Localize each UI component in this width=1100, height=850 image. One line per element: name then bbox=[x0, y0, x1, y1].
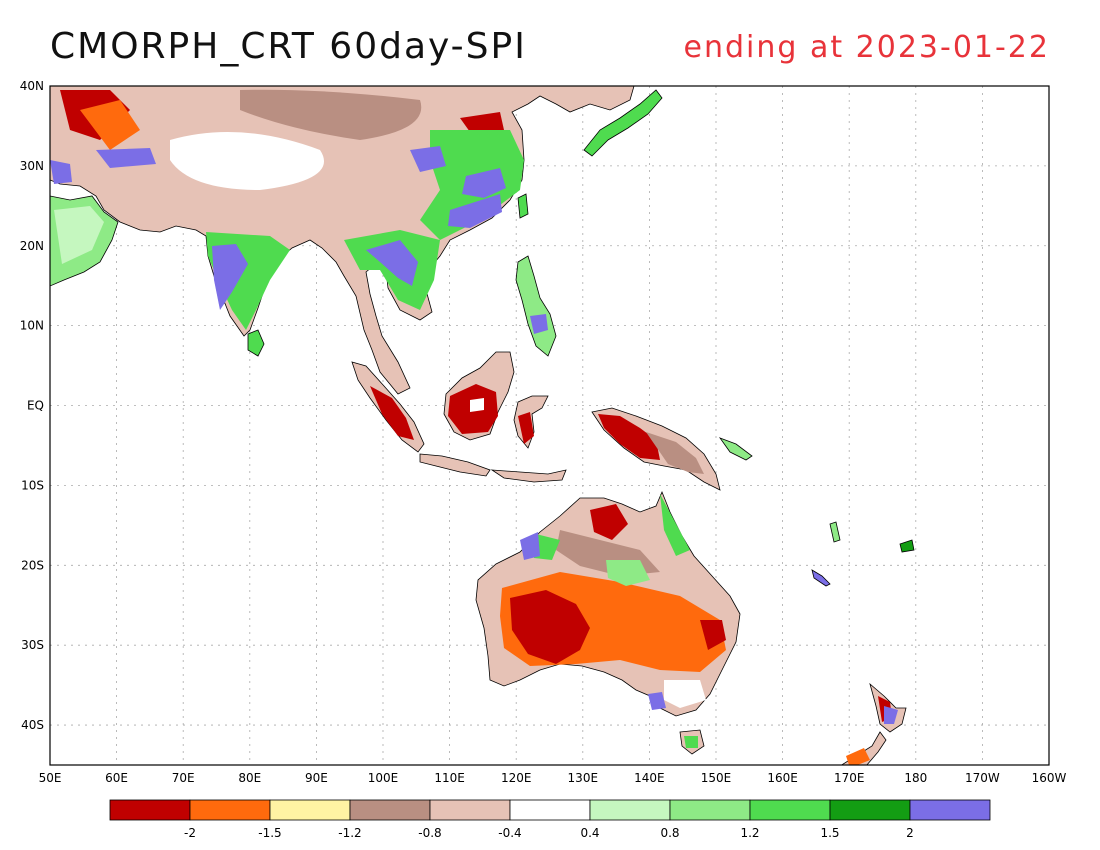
lon-tick-label: 170W bbox=[965, 771, 1000, 785]
legend-label: -0.4 bbox=[498, 826, 521, 840]
pattern-aus-red bbox=[510, 590, 590, 664]
pattern-china-purple-3 bbox=[410, 146, 446, 172]
legend-label: -1.2 bbox=[338, 826, 361, 840]
pattern-aus-green-2 bbox=[660, 494, 690, 556]
land-lesser-sunda bbox=[490, 469, 567, 483]
pattern-west-purple-2 bbox=[96, 148, 156, 168]
lat-tick-label: 40N bbox=[20, 79, 44, 93]
pattern-png-red bbox=[598, 414, 660, 460]
legend-label: 1.5 bbox=[820, 826, 839, 840]
legend-swatch bbox=[109, 799, 191, 821]
lat-tick-label: EQ bbox=[27, 399, 44, 413]
land-fiji bbox=[899, 539, 915, 553]
pattern-aus-green-3 bbox=[534, 534, 560, 560]
pattern-west-purple bbox=[50, 160, 72, 184]
legend-swatch bbox=[509, 799, 591, 821]
pattern-china-purple-2 bbox=[448, 194, 502, 228]
legend-swatch bbox=[749, 799, 831, 821]
legend-label: 2 bbox=[906, 826, 914, 840]
land-sri-lanka bbox=[247, 329, 265, 357]
lon-tick-label: 60E bbox=[105, 771, 128, 785]
pattern-aus-purple-2 bbox=[648, 692, 666, 710]
lat-tick-label: 40S bbox=[21, 718, 44, 732]
land-solomon bbox=[718, 437, 753, 461]
lon-tick-label: 100E bbox=[368, 771, 399, 785]
land-java bbox=[419, 453, 491, 477]
legend-swatch bbox=[589, 799, 671, 821]
pattern-aus-purple bbox=[520, 532, 540, 560]
pattern-nz-orange bbox=[846, 748, 870, 765]
pattern-asia-brown bbox=[240, 89, 422, 140]
lon-tick-labels: 50E 60E 70E 80E 90E 100E 110E 120E 130E 140E 150E 1… bbox=[39, 771, 1067, 785]
legend-label: 0.4 bbox=[580, 826, 599, 840]
land-new-caledonia bbox=[811, 569, 831, 587]
land-philippines bbox=[515, 255, 557, 357]
lat-tick-labels: 40N 30N 20N 10N EQ 10S 20S 30S 40S bbox=[20, 79, 44, 732]
pattern-indochina-purple bbox=[366, 240, 418, 286]
color-legend: -2 -1.5 -1.2 -0.8 -0.4 0.4 0.8 1.2 1.5 2 bbox=[109, 799, 991, 840]
plot-frame bbox=[49, 85, 1050, 766]
pattern-tas-green bbox=[684, 736, 698, 748]
pattern-china-red bbox=[460, 112, 504, 132]
pattern-aus-white bbox=[664, 680, 706, 708]
pattern-aus-red-3 bbox=[700, 620, 726, 650]
lon-tick-label: 140E bbox=[634, 771, 665, 785]
lon-tick-label: 120E bbox=[501, 771, 532, 785]
legend-swatch bbox=[189, 799, 271, 821]
legend-label: -1.5 bbox=[258, 826, 281, 840]
lon-tick-label: 130E bbox=[568, 771, 599, 785]
legend-label: -0.8 bbox=[418, 826, 441, 840]
legend-label: 0.8 bbox=[660, 826, 679, 840]
pattern-aus-green bbox=[606, 560, 650, 586]
legend-swatch bbox=[349, 799, 431, 821]
lat-tick-label: 10N bbox=[20, 319, 44, 333]
pattern-sumatra-red bbox=[370, 386, 414, 440]
legend-swatch bbox=[829, 799, 911, 821]
lat-tick-label: 30N bbox=[20, 159, 44, 173]
pattern-sulawesi-red bbox=[518, 412, 534, 444]
map-title: CMORPH_CRT 60day-SPI bbox=[50, 26, 527, 67]
lat-tick-label: 20N bbox=[20, 239, 44, 253]
lon-tick-label: 180 bbox=[904, 771, 927, 785]
lon-tick-label: 170E bbox=[834, 771, 865, 785]
pattern-aus-red-2 bbox=[590, 504, 628, 540]
lon-tick-label: 80E bbox=[238, 771, 261, 785]
pattern-nz-purple bbox=[884, 706, 898, 724]
lon-tick-label: 70E bbox=[172, 771, 195, 785]
legend-swatch bbox=[909, 799, 991, 821]
lon-tick-label: 160E bbox=[767, 771, 798, 785]
legend-swatch bbox=[669, 799, 751, 821]
lat-tick-label: 10S bbox=[21, 478, 44, 492]
legend-swatch bbox=[269, 799, 351, 821]
lat-tick-label: 30S bbox=[21, 638, 44, 652]
legend-label: -2 bbox=[184, 826, 196, 840]
pattern-india-purple bbox=[212, 244, 248, 310]
pattern-borneo-white bbox=[470, 398, 484, 412]
spi-pattern bbox=[50, 89, 898, 765]
land-taiwan bbox=[517, 193, 529, 219]
pattern-philippines-purple bbox=[530, 314, 548, 334]
pattern-asia-orange bbox=[80, 100, 140, 150]
legend-label: 1.2 bbox=[740, 826, 759, 840]
pattern-arabia-light bbox=[54, 206, 104, 264]
pattern-png-brown bbox=[646, 432, 704, 474]
lon-tick-label: 90E bbox=[305, 771, 328, 785]
lon-tick-label: 50E bbox=[39, 771, 62, 785]
land-japan bbox=[583, 89, 663, 157]
lon-tick-label: 110E bbox=[434, 771, 465, 785]
lat-tick-label: 20S bbox=[21, 558, 44, 572]
pattern-china-purple bbox=[462, 168, 506, 198]
map-subtitle: ending at 2023-01-22 bbox=[683, 30, 1050, 65]
lon-tick-label: 160W bbox=[1032, 771, 1067, 785]
pattern-asia-white bbox=[170, 132, 324, 190]
lon-tick-label: 150E bbox=[701, 771, 732, 785]
land-layer bbox=[50, 86, 915, 765]
land-vanuatu bbox=[829, 521, 841, 543]
legend-swatch bbox=[429, 799, 511, 821]
